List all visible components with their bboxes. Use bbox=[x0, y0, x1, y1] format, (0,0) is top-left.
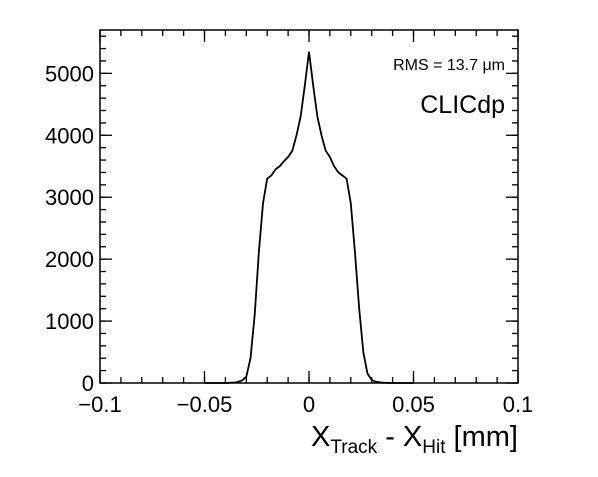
y-tick-label: 4000 bbox=[45, 123, 94, 148]
x-label-separator: - bbox=[377, 421, 403, 453]
x-axis-label: XTrack - XHit [mm] bbox=[311, 421, 518, 458]
x-tick-label: −0.05 bbox=[177, 392, 233, 417]
x-tick-label: 0 bbox=[303, 392, 315, 417]
series-histogram-line bbox=[204, 51, 414, 384]
x-label-sub-track: Track bbox=[330, 437, 377, 458]
x-tick-label: 0.1 bbox=[503, 392, 534, 417]
y-tick-label: 2000 bbox=[45, 247, 94, 272]
y-tick-label: 0 bbox=[82, 371, 94, 396]
y-tick-label: 3000 bbox=[45, 185, 94, 210]
x-tick-label: 0.05 bbox=[392, 392, 435, 417]
x-label-sub-hit: Hit bbox=[422, 437, 446, 458]
rms-annotation: RMS = 13.7 μm bbox=[393, 57, 505, 74]
y-tick-label: 1000 bbox=[45, 309, 94, 334]
y-tick-label: 5000 bbox=[45, 61, 94, 86]
tick-labels: −0.1 −0.05 0 0.05 0.1 0 1000 2000 3000 4000 5000 bbox=[45, 61, 533, 417]
plot-frame bbox=[99, 29, 519, 384]
x-tick-label: −0.1 bbox=[78, 392, 121, 417]
axis-ticks bbox=[99, 30, 519, 384]
x-label-main: X bbox=[311, 421, 330, 453]
clicdp-logo: CLICdp bbox=[420, 91, 505, 119]
x-label-unit: [mm] bbox=[446, 421, 519, 453]
x-label-main2: X bbox=[403, 421, 422, 453]
